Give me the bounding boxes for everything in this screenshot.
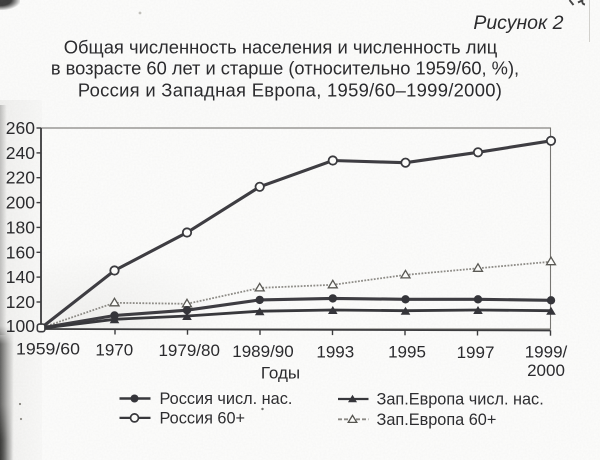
- svg-text:Общая численность населения и: Общая численность населения и численност…: [64, 37, 498, 58]
- svg-text:260: 260: [6, 118, 35, 138]
- svg-text:1993: 1993: [316, 342, 354, 361]
- svg-text:220: 220: [6, 168, 35, 188]
- svg-text:2000: 2000: [527, 361, 565, 380]
- svg-text:120: 120: [6, 292, 35, 312]
- svg-text:240: 240: [6, 143, 35, 163]
- svg-text:Зап.Европа числ. нас.: Зап.Европа числ. нас.: [377, 391, 544, 409]
- svg-text:200: 200: [6, 193, 35, 213]
- svg-text:Рисунок 2: Рисунок 2: [473, 12, 563, 34]
- svg-text:1970: 1970: [95, 341, 133, 360]
- svg-text:в возрасте 60 лет и старше (от: в возрасте 60 лет и старше (относительно…: [51, 58, 519, 79]
- svg-text:1995: 1995: [388, 343, 426, 362]
- svg-text:1997: 1997: [457, 343, 495, 362]
- svg-text:Россия числ. нас.: Россия числ. нас.: [160, 390, 293, 408]
- svg-text:1999/: 1999/: [525, 342, 568, 361]
- svg-text:100: 100: [6, 316, 35, 336]
- svg-text:Годы: Годы: [261, 363, 300, 382]
- svg-text:180: 180: [6, 217, 35, 237]
- svg-text:1979/80: 1979/80: [158, 341, 219, 360]
- svg-text:Россия 60+: Россия 60+: [160, 409, 246, 427]
- svg-text:1989/90: 1989/90: [232, 342, 293, 361]
- svg-text:160: 160: [6, 242, 35, 262]
- svg-text:1959/60: 1959/60: [16, 340, 80, 359]
- svg-text:140: 140: [6, 267, 35, 287]
- svg-text:Россия и Западная Европа, 1959: Россия и Западная Европа, 1959/60–1999/2…: [78, 80, 502, 101]
- svg-text:Зап.Европа 60+: Зап.Европа 60+: [377, 411, 497, 429]
